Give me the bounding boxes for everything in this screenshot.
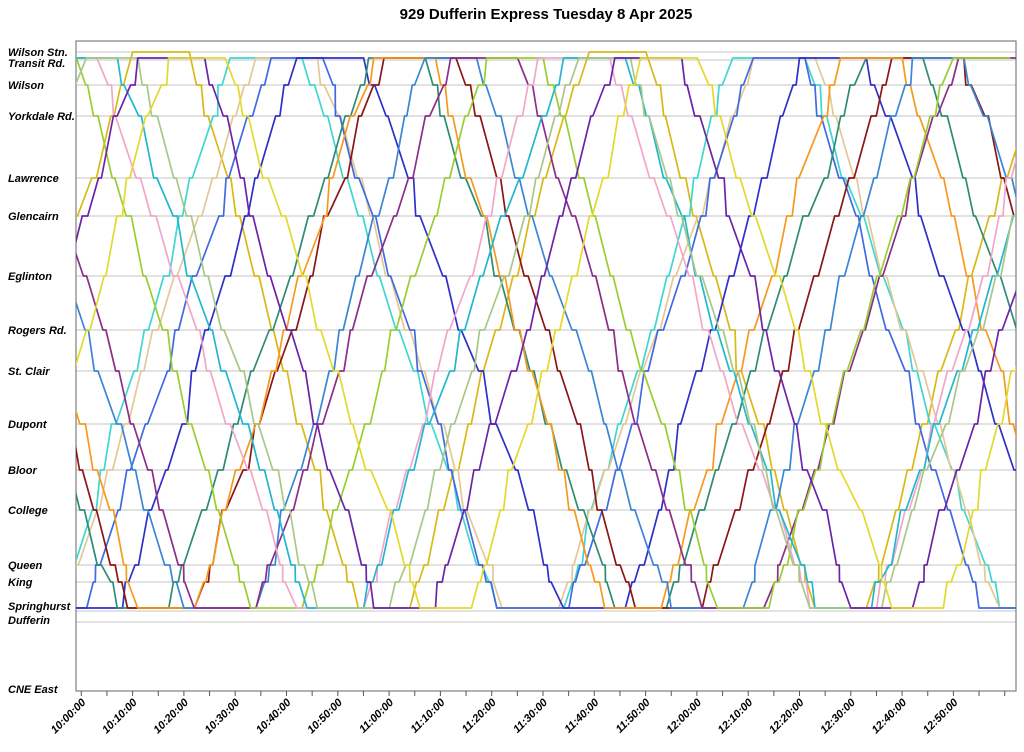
station-label: Transit Rd. xyxy=(8,58,65,70)
station-label: Glencairn xyxy=(8,211,59,223)
trip-line-bus-11 xyxy=(76,57,1011,609)
trip-line-bus-04 xyxy=(76,57,1016,609)
x-tick-label: 11:50:00 xyxy=(614,696,654,736)
x-tick-label: 11:20:00 xyxy=(460,696,500,736)
station-label: Dufferin xyxy=(8,615,50,627)
station-label: College xyxy=(8,505,48,517)
x-tick-label: 12:40:00 xyxy=(870,696,910,736)
station-label: Springhurst xyxy=(8,601,72,613)
station-label: Rogers Rd. xyxy=(8,325,67,337)
x-tick-label: 10:30:00 xyxy=(203,696,243,736)
station-label: Queen xyxy=(8,560,43,572)
trip-line-bus-02 xyxy=(76,57,1016,609)
x-tick-label: 10:20:00 xyxy=(151,696,191,736)
trip-line-bus-07 xyxy=(76,57,1016,609)
x-tick-label: 12:10:00 xyxy=(716,696,756,736)
trip-line-bus-08 xyxy=(76,57,1016,609)
x-tick-label: 10:50:00 xyxy=(305,696,345,736)
trip-line-bus-13 xyxy=(76,57,1016,609)
trip-line-bus-14 xyxy=(76,57,1016,609)
trip-line-bus-12 xyxy=(76,57,1016,609)
station-label: Dupont xyxy=(8,419,48,431)
x-tick-label: 12:30:00 xyxy=(818,696,858,736)
trip-line-bus-06 xyxy=(76,57,1016,609)
station-label: Yorkdale Rd. xyxy=(8,111,75,123)
x-tick-label: 11:40:00 xyxy=(562,696,602,736)
station-label: Lawrence xyxy=(8,173,59,185)
x-tick-label: 12:20:00 xyxy=(767,696,807,736)
trip-line-bus-01 xyxy=(76,51,1016,609)
x-tick-label: 12:50:00 xyxy=(921,696,961,736)
x-tick-label: 10:00:00 xyxy=(49,696,89,736)
trip-line-bus-09 xyxy=(76,57,1016,609)
station-label: Eglinton xyxy=(8,271,52,283)
station-label: Wilson Stn. xyxy=(8,47,68,59)
x-tick-label: 10:10:00 xyxy=(100,696,140,736)
x-tick-label: 11:30:00 xyxy=(511,696,551,736)
station-label: Bloor xyxy=(8,465,37,477)
trip-line-bus-10 xyxy=(76,57,1016,609)
chart-title: 929 Dufferin Express Tuesday 8 Apr 2025 xyxy=(399,6,693,23)
station-label: CNE East xyxy=(8,684,59,696)
x-tick-label: 10:40:00 xyxy=(254,696,294,736)
station-label: King xyxy=(8,577,33,589)
station-label: Wilson xyxy=(8,80,44,92)
trip-line-bus-15 xyxy=(76,57,1016,609)
x-tick-label: 11:00:00 xyxy=(357,696,397,736)
x-tick-label: 11:10:00 xyxy=(408,696,448,736)
trip-line-bus-05 xyxy=(76,57,1016,609)
station-label: St. Clair xyxy=(8,366,50,378)
x-tick-label: 12:00:00 xyxy=(664,696,704,736)
trip-line-bus-16 xyxy=(76,57,1016,609)
